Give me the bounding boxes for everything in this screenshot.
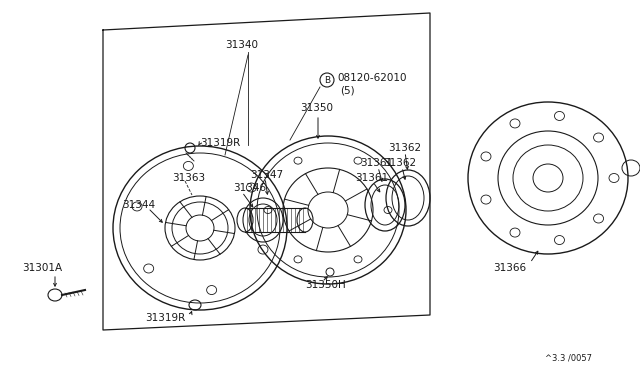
Text: 31366: 31366 [493,263,527,273]
Text: 31344: 31344 [122,200,155,210]
Text: 31362: 31362 [388,143,421,153]
Text: ^3.3 /0057: ^3.3 /0057 [545,353,592,362]
Text: 31346: 31346 [233,183,266,193]
Text: 08120-62010: 08120-62010 [337,73,406,83]
Text: 31347: 31347 [250,170,283,180]
Text: 31361: 31361 [360,158,393,168]
Text: 31340: 31340 [225,40,258,50]
Text: 31350H: 31350H [305,280,346,290]
Text: 31361: 31361 [355,173,388,183]
Text: 31362: 31362 [383,158,416,168]
Text: 31319R: 31319R [200,138,240,148]
Text: 31319R: 31319R [145,313,185,323]
Text: (5): (5) [340,85,355,95]
Text: B: B [324,76,330,84]
Text: 31350: 31350 [300,103,333,113]
Text: 31301A: 31301A [22,263,62,273]
Text: 31363: 31363 [172,173,205,183]
